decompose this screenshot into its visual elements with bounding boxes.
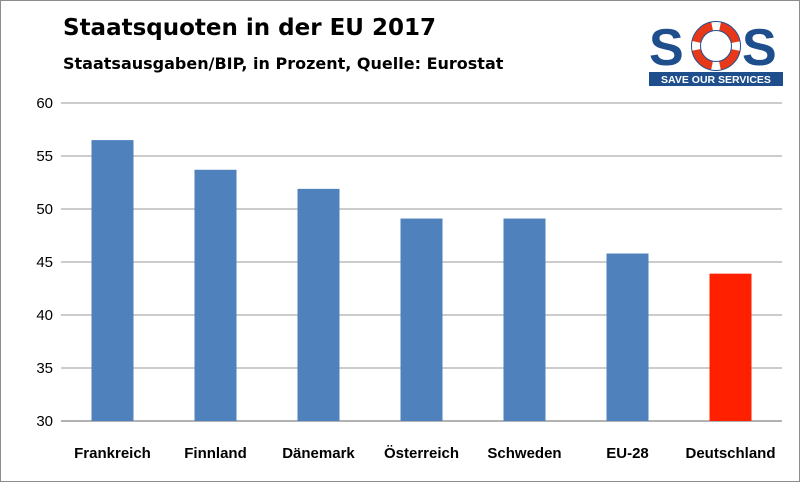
y-tick-label: 55 [36,148,53,165]
x-tick-label: Österreich [384,445,459,462]
logo-tagline: SAVE OUR SERVICES [661,74,771,86]
sos-logo: S S SAVE OUR SERVICES [649,19,783,86]
y-tick-label: 40 [36,307,53,324]
x-tick-label: Finnland [184,445,247,462]
x-tick-label: EU-28 [606,445,649,462]
y-tick-label: 50 [36,201,53,218]
logo-letter-s1: S [649,19,684,77]
y-tick-label: 60 [36,95,53,112]
logo-tagline-bar [649,72,783,86]
y-tick-label: 30 [36,413,53,430]
bar-schweden [503,218,546,421]
bar-frankreich [91,140,134,421]
bar-deutschland [709,273,752,421]
chart-title: Staatsquoten in der EU 2017 [63,15,436,41]
bar-finnland [194,169,237,421]
chart-subtitle: Staatsausgaben/BIP, in Prozent, Quelle: … [63,54,504,73]
lifebuoy-icon [691,21,741,71]
bars [91,140,752,421]
x-tick-label: Frankreich [74,445,151,462]
x-tick-label: Schweden [487,445,561,462]
y-tick-label: 45 [36,254,53,271]
y-tick-label: 35 [36,360,53,377]
x-tick-label: Dänemark [282,445,355,462]
x-tick-label: Deutschland [685,445,775,462]
logo-letter-s2: S [742,19,777,77]
x-axis-labels: Frankreich Finnland Dänemark Österreich Schw… [74,445,775,462]
y-axis-labels: 30 35 40 45 50 55 60 [36,95,53,430]
bar-österreich [400,218,443,421]
bar-eu-28 [606,253,649,421]
bar-dänemark [297,188,340,421]
